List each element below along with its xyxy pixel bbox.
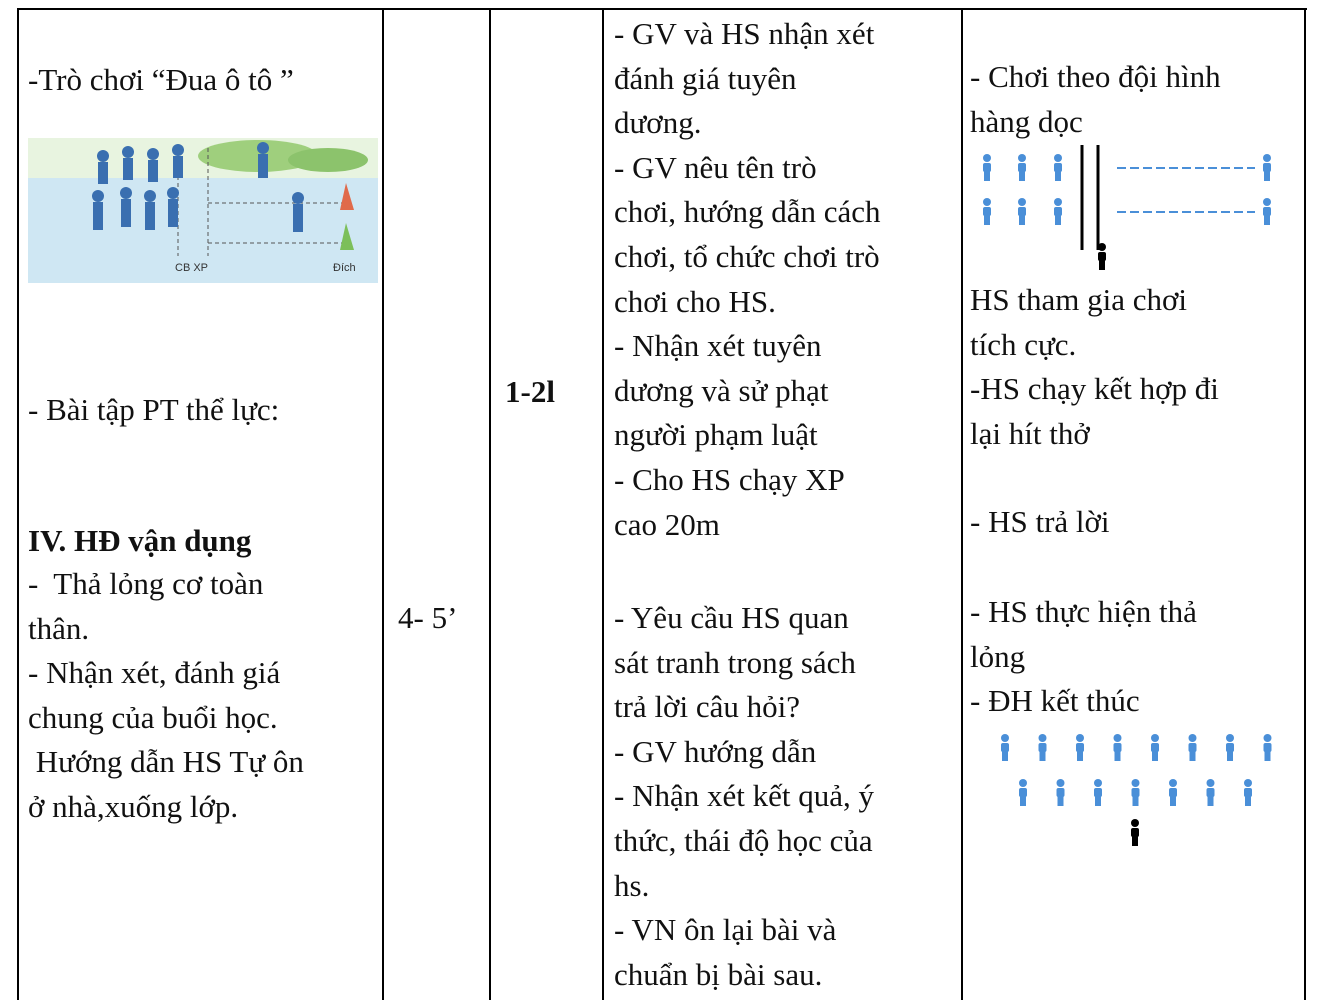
text-line: người phạm luật (614, 417, 818, 453)
text-line: - Nhận xét, đánh giá (28, 655, 281, 691)
cell-text: - HS trả lời (970, 500, 1110, 545)
table-border (17, 8, 19, 1000)
text-line: -HS chạy kết hợp đi (970, 371, 1219, 407)
person-icon (1094, 779, 1102, 806)
person-icon (1054, 154, 1062, 181)
cell-text: -Trò chơi “Đua ô tô ” (28, 58, 294, 103)
person-icon (1188, 734, 1197, 761)
text-line: HS tham gia chơi (970, 282, 1187, 317)
cell-text: - Thả lỏng cơ toàn thân. - Nhận xét, đánh … (28, 562, 304, 830)
text-line: lỏng (970, 638, 1026, 674)
table-border (961, 8, 963, 1000)
text-line: chung của buổi học. (28, 699, 278, 735)
person-icon (1263, 154, 1271, 181)
text-line: - ĐH kết thúc (970, 683, 1140, 719)
text-line: 4- 5’ (398, 600, 458, 635)
person-icon (1206, 779, 1215, 806)
text-line: chuẩn bị bài sau. (614, 956, 823, 992)
text-line: - GV nêu tên trò (614, 149, 817, 185)
text-line: cao 20m (614, 506, 720, 542)
table-border (382, 8, 384, 1000)
person-icon (1131, 819, 1139, 846)
person-icon (1169, 779, 1177, 806)
person-icon (983, 154, 991, 181)
table-border (1304, 8, 1306, 1000)
text-line: - HS trả lời (970, 504, 1110, 539)
person-icon (1151, 734, 1159, 761)
cell-text: - Bài tập PT thể lực: (28, 388, 279, 433)
text-line: dương. (614, 105, 702, 141)
text-line: thân. (28, 610, 90, 646)
end-formation (1001, 734, 1272, 846)
person-icon (1019, 779, 1027, 806)
text-line: ở nhà,xuống lớp. (28, 788, 239, 824)
person-icon (1263, 734, 1272, 761)
person-icon (1226, 734, 1234, 761)
text-line: tích cực. (970, 326, 1077, 362)
person-icon (1054, 198, 1062, 225)
text-line: - Chơi theo đội hình (970, 59, 1221, 94)
text-line: sát tranh trong sách (614, 644, 856, 680)
section-heading: IV. HĐ vận dụng (28, 519, 251, 564)
cell-text: HS tham gia chơi tích cực. -HS chạy kết hợ… (970, 278, 1219, 456)
cell-text: - HS thực hiện thả lỏng - ĐH kết thúc (970, 590, 1197, 724)
text-line: Hướng dẫn HS Tự ôn (28, 744, 304, 780)
text-line: hàng dọc (970, 103, 1083, 139)
person-icon (983, 198, 991, 225)
cell-text: - GV và HS nhận xét đánh giá tuyên dương. -… (614, 12, 881, 547)
text-line: - Cho HS chạy XP (614, 461, 845, 497)
table-border (602, 8, 604, 1000)
game-illustration: CB XP Đích (28, 138, 378, 283)
person-icon (1018, 198, 1026, 225)
person-icon (1244, 779, 1252, 806)
person-icon (1001, 734, 1009, 761)
text-line: thức, thái độ học của (614, 822, 873, 858)
person-icon (1098, 243, 1106, 270)
text-line: - Nhận xét kết quả, ý (614, 778, 874, 814)
text-line: - GV hướng dẫn (614, 733, 817, 769)
cell-text: 1-2l (505, 370, 555, 415)
text-line: chơi cho HS. (614, 283, 776, 319)
text-line: 1-2l (505, 374, 555, 409)
cell-text: - Yêu cầu HS quan sát tranh trong sách trả… (614, 596, 874, 997)
table-border (489, 8, 491, 1000)
formation-diagram (983, 145, 1271, 270)
cell-text: 4- 5’ (398, 596, 457, 641)
text-line: - HS thực hiện thả (970, 594, 1197, 629)
image-label: Đích (333, 262, 356, 274)
text-line: - Thả lỏng cơ toàn (28, 566, 264, 601)
text-line: -Trò chơi “Đua ô tô ” (28, 62, 294, 97)
text-line: trả lời câu hỏi? (614, 689, 800, 725)
text-line: hs. (614, 867, 650, 903)
text-line: chơi, hướng dẫn cách (614, 194, 881, 230)
person-icon (1056, 779, 1065, 806)
text-line: lại hít thở (970, 415, 1090, 451)
text-line: - Nhận xét tuyên (614, 328, 822, 364)
text-line: - Bài tập PT thể lực: (28, 392, 280, 427)
text-line: - VN ôn lại bài và (614, 912, 837, 948)
text-line: đánh giá tuyên (614, 60, 797, 96)
heading: IV. HĐ vận dụng (28, 523, 252, 558)
person-icon (1076, 734, 1084, 761)
text-line: - GV và HS nhận xét (614, 16, 875, 51)
person-icon (1018, 154, 1026, 181)
table-border (18, 8, 1307, 10)
text-line: dương và sử phạt (614, 372, 829, 408)
cell-text: - Chơi theo đội hình hàng dọc (970, 55, 1221, 144)
image-label: CB XP (175, 262, 208, 274)
text-line: - Yêu cầu HS quan (614, 600, 849, 635)
person-icon (1038, 734, 1047, 761)
text-line: chơi, tổ chức chơi trò (614, 238, 880, 274)
person-icon (1113, 734, 1122, 761)
person-icon (1263, 198, 1271, 225)
person-icon (1131, 779, 1140, 806)
